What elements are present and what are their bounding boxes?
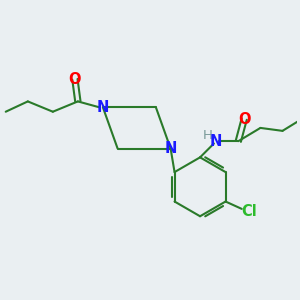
Text: O: O: [69, 72, 81, 87]
Text: N: N: [210, 134, 222, 149]
Text: N: N: [164, 141, 177, 156]
Text: O: O: [238, 112, 250, 127]
Text: Cl: Cl: [241, 204, 257, 219]
Text: H: H: [203, 129, 213, 142]
Text: N: N: [97, 100, 109, 115]
